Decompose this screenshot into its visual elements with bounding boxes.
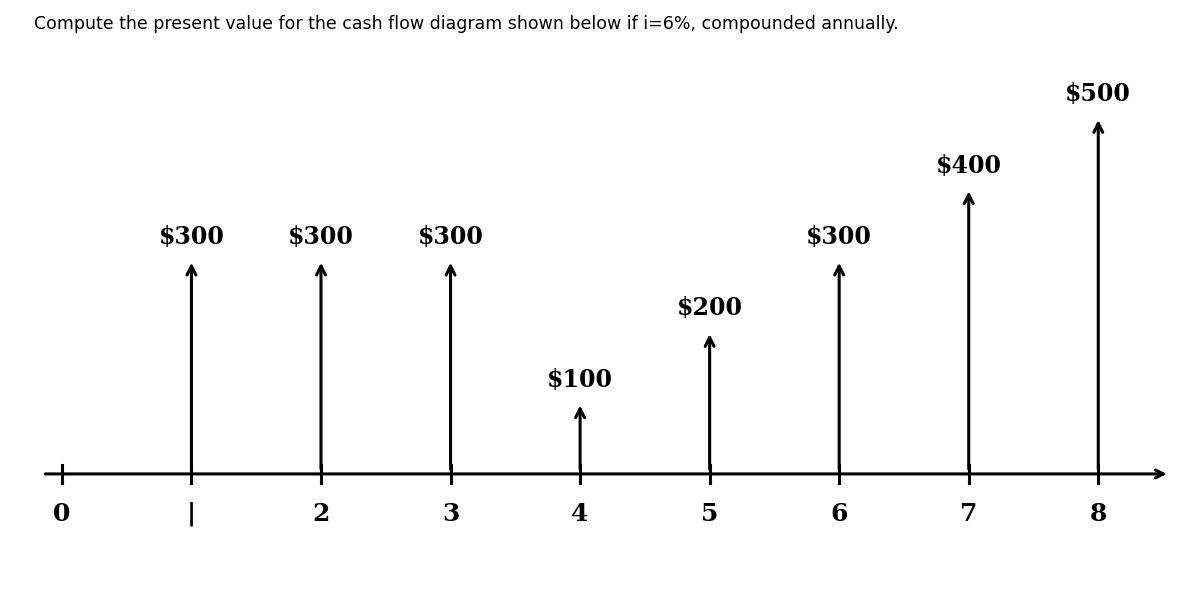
Text: 3: 3 [442, 501, 460, 525]
Text: $300: $300 [418, 225, 484, 249]
Text: $500: $500 [1066, 82, 1132, 106]
Text: 6: 6 [830, 501, 848, 525]
Text: 7: 7 [960, 501, 978, 525]
Text: $300: $300 [288, 225, 354, 249]
Text: 4: 4 [571, 501, 589, 525]
Text: 2: 2 [312, 501, 330, 525]
Text: $400: $400 [936, 154, 1002, 178]
Text: 0: 0 [53, 501, 71, 525]
Text: 5: 5 [701, 501, 719, 525]
Text: $200: $200 [677, 296, 743, 321]
Text: $100: $100 [547, 368, 613, 392]
Text: $300: $300 [158, 225, 224, 249]
Text: |: | [187, 501, 196, 526]
Text: Compute the present value for the cash flow diagram shown below if i=6%, compoun: Compute the present value for the cash f… [34, 15, 899, 33]
Text: 8: 8 [1090, 501, 1106, 525]
Text: $300: $300 [806, 225, 872, 249]
